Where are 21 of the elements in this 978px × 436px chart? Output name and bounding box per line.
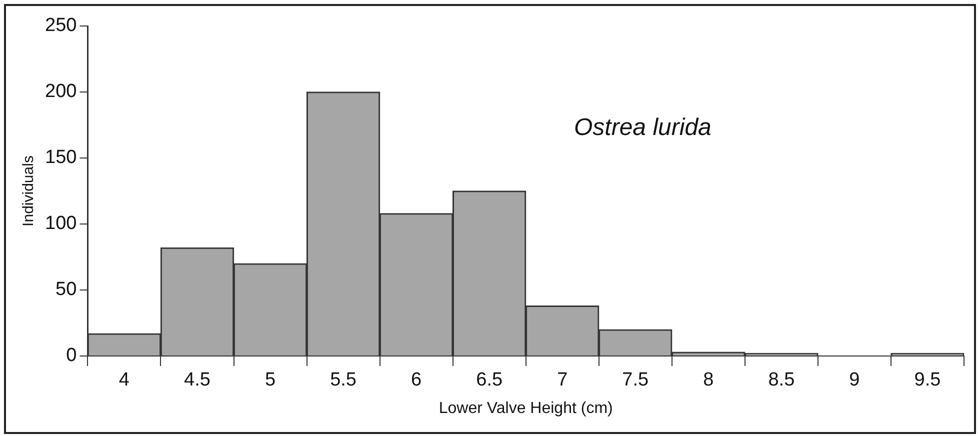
y-tick-label: 200: [45, 81, 77, 102]
y-tick-label: 50: [56, 279, 77, 300]
x-tick-label: 9: [849, 370, 860, 391]
x-tick-label: 6.5: [476, 370, 503, 391]
x-tick-label: 9.5: [914, 370, 941, 391]
y-tick-label: 150: [45, 147, 77, 168]
annotation: Ostrea lurida: [574, 114, 712, 142]
x-tick-label: 6: [411, 370, 422, 391]
y-tick-label: 100: [45, 213, 77, 234]
x-tick-label: 5: [264, 370, 276, 391]
x-tick-label: 8: [703, 370, 714, 391]
y-tick-label: 0: [66, 345, 77, 366]
x-tick-label: 5.5: [330, 370, 356, 391]
x-tick-label: 4: [118, 370, 130, 391]
x-tick-label: 7: [557, 370, 568, 391]
y-tick-label: 250: [45, 15, 77, 36]
y-axis-title: Individuals: [20, 156, 38, 226]
x-tick-label: 7.5: [622, 370, 649, 391]
x-axis-title: Lower Valve Height (cm): [438, 400, 613, 417]
x-tick-label: 4.5: [184, 370, 210, 391]
x-tick-label: 8.5: [768, 370, 795, 391]
